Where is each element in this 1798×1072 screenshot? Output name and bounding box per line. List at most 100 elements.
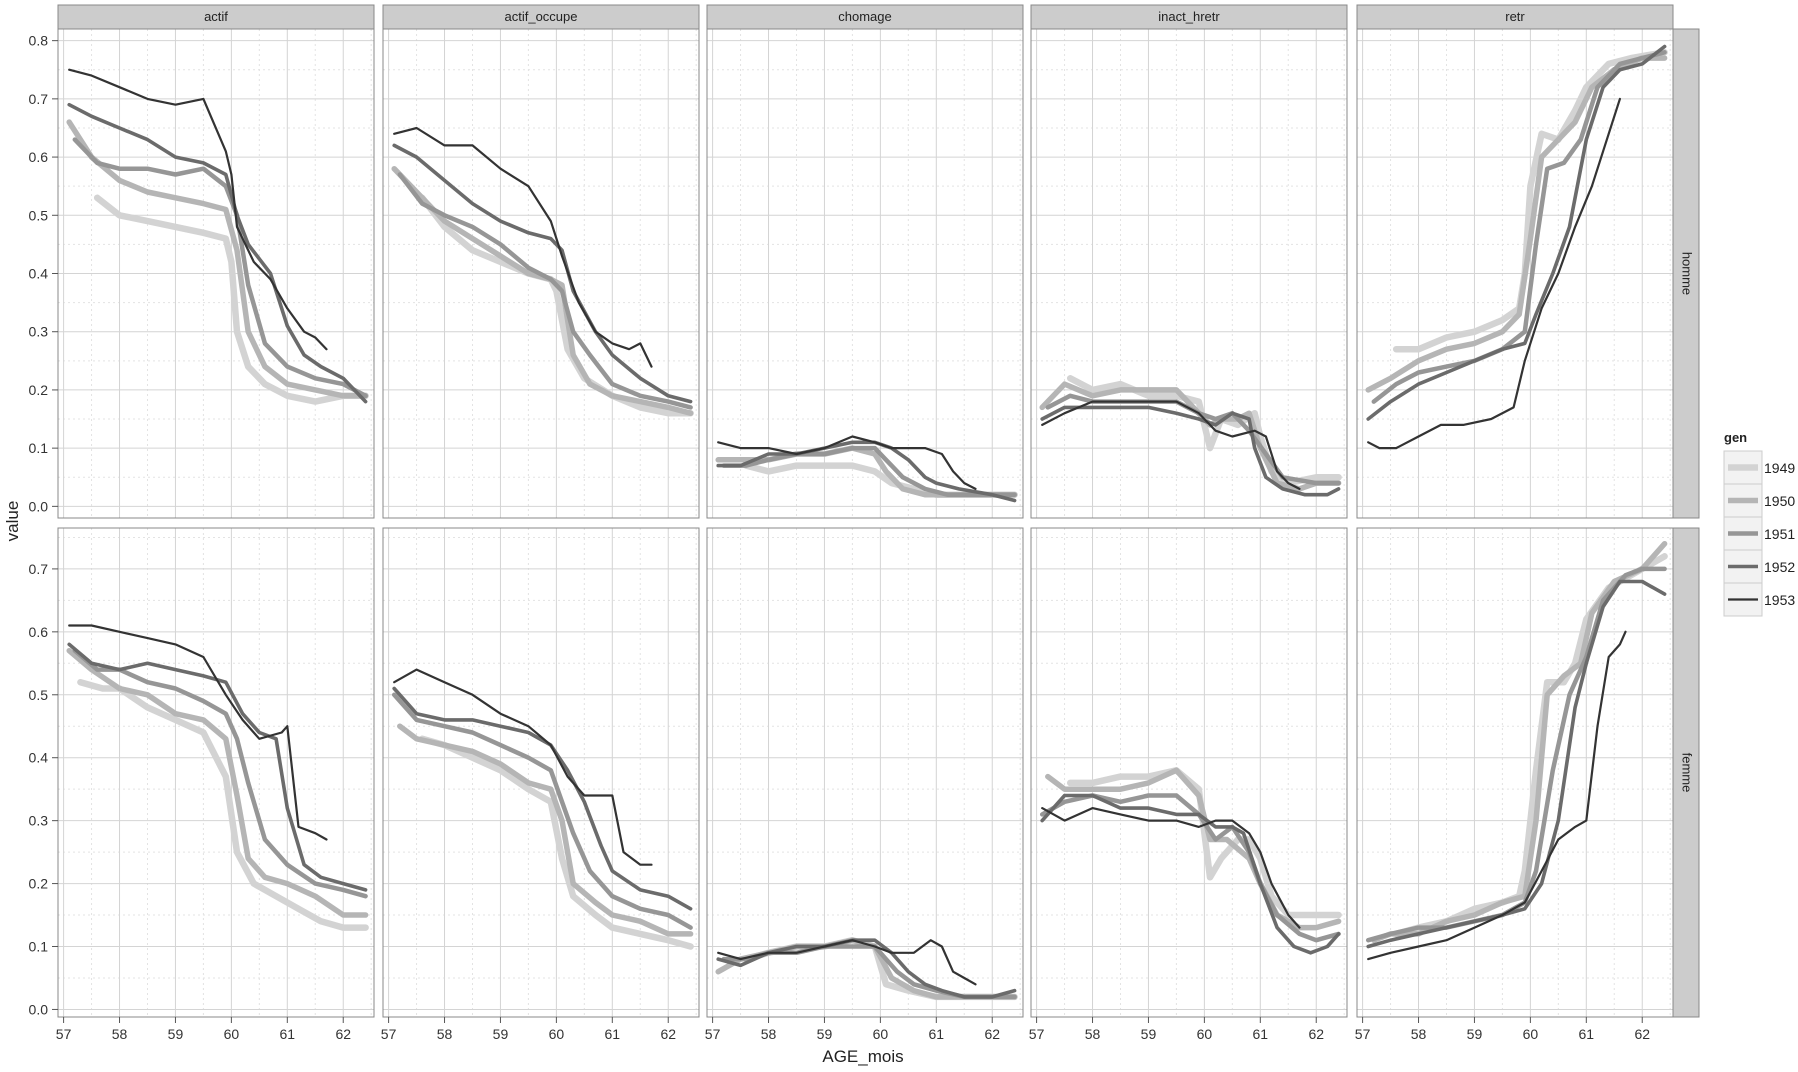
series-line-1949-homme-retr: [1392, 49, 1668, 353]
x-tick-label: 62: [335, 1026, 351, 1042]
facet-strip-actif: [57, 4, 375, 30]
x-tick-label: 62: [1634, 1026, 1650, 1042]
panel-border-femme-inact_hretr: [1030, 527, 1348, 1018]
x-tick-label: 61: [1579, 1026, 1595, 1042]
series-line-1952-homme-actif_occupe: [392, 143, 693, 404]
series-line-1951-femme-actif_occupe: [391, 692, 693, 930]
series-line-1950-homme-actif: [66, 119, 369, 399]
y-tick-label: 0.0: [29, 1001, 49, 1017]
panel-bg-femme-chomage: [707, 528, 1023, 1017]
panel-border-homme-inact_hretr: [1030, 28, 1348, 519]
x-tick-label: 62: [984, 1026, 1000, 1042]
y-tick-label: 0.4: [29, 750, 49, 766]
series-line-1952-homme-actif: [67, 102, 368, 404]
panel-border-femme-retr: [1356, 527, 1674, 1018]
facet-label-actif_occupe: actif_occupe: [505, 9, 578, 24]
y-tick-label: 0.1: [29, 939, 49, 955]
x-axis-title: AGE_mois: [822, 1047, 903, 1066]
series-line-1953-homme-actif_occupe: [393, 126, 653, 368]
x-tick-label: 58: [437, 1026, 453, 1042]
x-tick-label: 59: [1141, 1026, 1157, 1042]
series-line-1951-femme-actif: [72, 648, 368, 899]
series-line-1950-homme-inact_hretr: [1039, 381, 1342, 492]
panel-bg-femme-actif: [58, 528, 374, 1017]
y-tick-label: 0.6: [29, 149, 49, 165]
series-line-1949-femme-inact_hretr: [1066, 767, 1342, 919]
x-tick-label: 61: [1253, 1026, 1269, 1042]
y-tick-label: 0.6: [29, 624, 49, 640]
x-tick-label: 60: [873, 1026, 889, 1042]
facet-strip-actif_occupe: [382, 4, 700, 30]
legend-label-1953: 1953: [1764, 592, 1795, 608]
y-tick-label: 0.0: [29, 498, 49, 514]
facet-strip-inact_hretr: [1030, 4, 1348, 30]
x-tick-label: 59: [493, 1026, 509, 1042]
x-tick-label: 58: [1085, 1026, 1101, 1042]
y-tick-label: 0.1: [29, 440, 49, 456]
panel-border-homme-actif_occupe: [382, 28, 700, 519]
series-line-1952-femme-actif: [67, 642, 368, 892]
series-line-1951-homme-chomage: [721, 445, 1017, 497]
panel-bg-femme-inact_hretr: [1031, 528, 1347, 1017]
facet-label-inact_hretr: inact_hretr: [1158, 9, 1220, 24]
x-tick-label: 58: [1411, 1026, 1427, 1042]
x-tick-label: 57: [1355, 1026, 1371, 1042]
panel-bg-femme-actif_occupe: [383, 528, 699, 1017]
series-line-1953-femme-retr: [1367, 630, 1627, 961]
series-line-1949-femme-actif_occupe: [418, 735, 694, 950]
series-line-1952-homme-retr: [1366, 44, 1667, 421]
series-line-1952-femme-actif_occupe: [392, 686, 693, 911]
x-tick-label: 58: [112, 1026, 128, 1042]
series-line-1953-femme-inact_hretr: [1041, 807, 1301, 929]
x-tick-label: 62: [660, 1026, 676, 1042]
row-strip-femme: [1672, 527, 1700, 1018]
y-tick-label: 0.2: [29, 876, 49, 892]
series-line-1949-homme-actif_occupe: [418, 194, 694, 417]
y-tick-label: 0.7: [29, 91, 49, 107]
x-tick-label: 59: [168, 1026, 184, 1042]
series-line-1950-femme-inact_hretr: [1045, 767, 1342, 931]
legend-label-1951: 1951: [1764, 526, 1795, 542]
facet-label-retr: retr: [1505, 9, 1525, 24]
x-tick-label: 61: [280, 1026, 296, 1042]
y-tick-label: 0.3: [29, 324, 49, 340]
panel-bg-femme-retr: [1357, 528, 1673, 1017]
x-tick-label: 57: [381, 1026, 397, 1042]
panel-border-femme-actif_occupe: [382, 527, 700, 1018]
series-line-1951-homme-actif_occupe: [397, 172, 693, 410]
series-line-1951-homme-retr: [1371, 50, 1667, 404]
series-line-1950-femme-actif_occupe: [397, 723, 694, 937]
x-tick-label: 57: [56, 1026, 72, 1042]
row-label-homme: homme: [1680, 252, 1695, 295]
x-tick-label: 57: [1029, 1026, 1045, 1042]
x-tick-label: 60: [1523, 1026, 1539, 1042]
y-tick-label: 0.2: [29, 382, 49, 398]
series-line-1952-femme-retr: [1366, 579, 1667, 949]
series-line-1952-homme-inact_hretr: [1040, 405, 1341, 497]
y-tick-label: 0.5: [29, 687, 49, 703]
panel-border-femme-actif: [57, 527, 375, 1018]
series-line-1953-femme-actif: [68, 624, 328, 841]
y-tick-label: 0.4: [29, 266, 49, 282]
row-label-femme: femme: [1680, 753, 1695, 793]
series-line-1949-homme-actif: [93, 194, 369, 405]
series-line-1953-homme-inact_hretr: [1041, 400, 1301, 490]
facet-label-chomage: chomage: [838, 9, 891, 24]
panel-border-femme-chomage: [706, 527, 1024, 1018]
y-axis-title: value: [3, 501, 22, 542]
panel-border-homme-retr: [1356, 28, 1674, 519]
y-tick-label: 0.7: [29, 561, 49, 577]
series-line-1953-homme-chomage: [717, 435, 977, 490]
x-tick-label: 60: [549, 1026, 565, 1042]
y-tick-label: 0.5: [29, 207, 49, 223]
series-line-1950-femme-actif: [66, 647, 369, 918]
x-tick-label: 61: [929, 1026, 945, 1042]
facet-label-actif: actif: [204, 9, 228, 24]
legend-title: gen: [1724, 430, 1747, 445]
x-tick-label: 59: [1467, 1026, 1483, 1042]
x-tick-label: 59: [817, 1026, 833, 1042]
x-tick-label: 61: [605, 1026, 621, 1042]
series-line-1953-homme-retr: [1367, 97, 1621, 450]
x-tick-label: 60: [224, 1026, 240, 1042]
